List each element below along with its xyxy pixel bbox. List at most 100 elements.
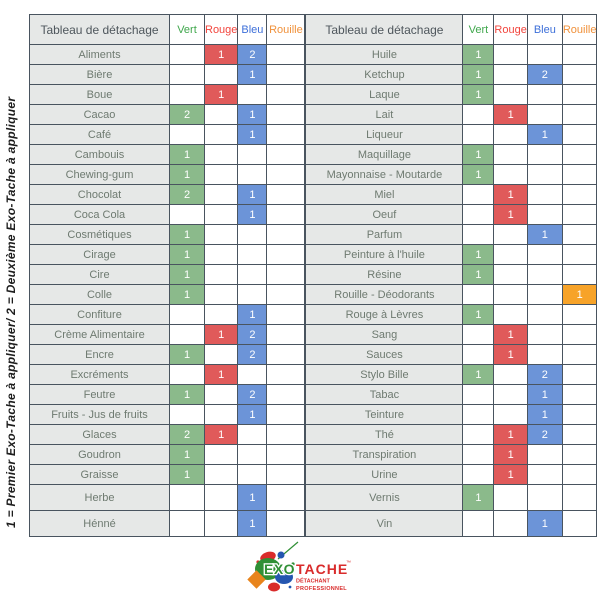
table-row: Cosmétiques 1	[29, 224, 306, 245]
rouge-cell: 1	[493, 184, 528, 205]
rouge-cell: 1	[493, 204, 528, 225]
rouille-cell	[266, 144, 306, 165]
rouge-cell	[203, 204, 239, 225]
stain-label: Hénné	[29, 510, 170, 537]
bleu-cell: 1	[237, 64, 268, 85]
stain-label: Rouge à Lèvres	[305, 304, 464, 325]
bleu-cell	[526, 244, 563, 265]
table-row: Graisse 1	[29, 464, 306, 485]
bleu-cell: 1	[526, 510, 563, 537]
rouge-cell	[493, 304, 528, 325]
rouille-cell	[561, 264, 598, 285]
rouille-cell	[561, 304, 598, 325]
rouge-cell	[203, 64, 239, 85]
table-row: Huile 1	[305, 44, 598, 65]
stain-label: Oeuf	[305, 204, 464, 225]
vert-cell	[462, 184, 495, 205]
stain-label: Sauces	[305, 344, 464, 365]
table-row: Vin 1	[305, 510, 598, 537]
table-row: Sauces 1	[305, 344, 598, 365]
exotache-logo: EXO TACHE ™ DÉTACHANT PROFESSIONNEL	[247, 541, 363, 600]
vert-cell	[462, 464, 495, 485]
stain-label: Teinture	[305, 404, 464, 425]
stain-label: Transpiration	[305, 444, 464, 465]
table-row: Chewing-gum 1	[29, 164, 306, 185]
rouge-cell	[493, 84, 528, 105]
stain-label: Ketchup	[305, 64, 464, 85]
vert-cell	[169, 44, 205, 65]
bleu-cell	[526, 484, 563, 511]
rouille-cell	[266, 364, 306, 385]
vert-cell	[462, 204, 495, 225]
stain-label: Sang	[305, 324, 464, 345]
bleu-cell	[237, 144, 268, 165]
stain-label: Aliments	[29, 44, 170, 65]
rouge-cell: 1	[203, 364, 239, 385]
stain-label: Boue	[29, 84, 170, 105]
rouille-cell	[266, 344, 306, 365]
bleu-cell	[526, 464, 563, 485]
stain-label: Parfum	[305, 224, 464, 245]
rouille-cell	[266, 244, 306, 265]
vert-cell	[462, 444, 495, 465]
rouille-cell	[266, 284, 306, 305]
vert-cell: 1	[462, 44, 495, 65]
stain-label: Cosmétiques	[29, 224, 170, 245]
bleu-cell: 2	[237, 324, 268, 345]
rouge-cell	[203, 384, 239, 405]
col-header-rouge: Rouge	[493, 14, 528, 45]
bleu-cell: 2	[526, 364, 563, 385]
bleu-cell	[526, 304, 563, 325]
rouge-cell	[493, 264, 528, 285]
rouge-cell: 1	[493, 464, 528, 485]
stain-label: Cacao	[29, 104, 170, 125]
rouge-cell	[203, 244, 239, 265]
table-row: Thé 1 2	[305, 424, 598, 445]
table-row: Colle 1	[29, 284, 306, 305]
bleu-cell	[237, 244, 268, 265]
rouille-cell	[266, 164, 306, 185]
rouge-cell	[203, 124, 239, 145]
bleu-cell	[526, 284, 563, 305]
vert-cell: 1	[462, 144, 495, 165]
rouge-cell	[203, 284, 239, 305]
bleu-cell	[526, 444, 563, 465]
vert-cell: 1	[462, 244, 495, 265]
table-row: Sang 1	[305, 324, 598, 345]
rouille-cell	[561, 364, 598, 385]
rouge-cell	[493, 384, 528, 405]
table-row: Teinture 1	[305, 404, 598, 425]
vert-cell	[169, 304, 205, 325]
rouge-cell: 1	[493, 324, 528, 345]
rouge-cell	[203, 144, 239, 165]
vert-cell: 2	[169, 104, 205, 125]
vert-cell	[462, 284, 495, 305]
logo-exo-text: EXO	[264, 561, 295, 577]
rouille-cell	[561, 424, 598, 445]
bleu-cell	[526, 104, 563, 125]
table-row: Urine 1	[305, 464, 598, 485]
rouge-cell	[493, 164, 528, 185]
rouille-cell	[561, 84, 598, 105]
stain-label: Urine	[305, 464, 464, 485]
table-row: Parfum 1	[305, 224, 598, 245]
vert-cell: 1	[169, 344, 205, 365]
table-row: Aliments 1 2	[29, 44, 306, 65]
header-row: Tableau de détachage Vert Rouge Bleu Rou…	[305, 14, 598, 45]
rouille-cell	[266, 64, 306, 85]
bleu-cell: 1	[237, 204, 268, 225]
logo-subtitle-line1: DÉTACHANT	[296, 577, 330, 585]
rouille-cell	[266, 510, 306, 537]
logo-subtitle-line2: PROFESSIONNEL	[296, 586, 347, 592]
stain-label: Tabac	[305, 384, 464, 405]
bleu-cell	[526, 184, 563, 205]
rouille-cell	[561, 164, 598, 185]
stain-label: Fruits - Jus de fruits	[29, 404, 170, 425]
bleu-cell	[526, 44, 563, 65]
rouge-cell	[203, 184, 239, 205]
col-header-rouge: Rouge	[203, 14, 239, 45]
vert-cell	[169, 84, 205, 105]
rouille-cell	[266, 324, 306, 345]
table-row: Maquillage 1	[305, 144, 598, 165]
